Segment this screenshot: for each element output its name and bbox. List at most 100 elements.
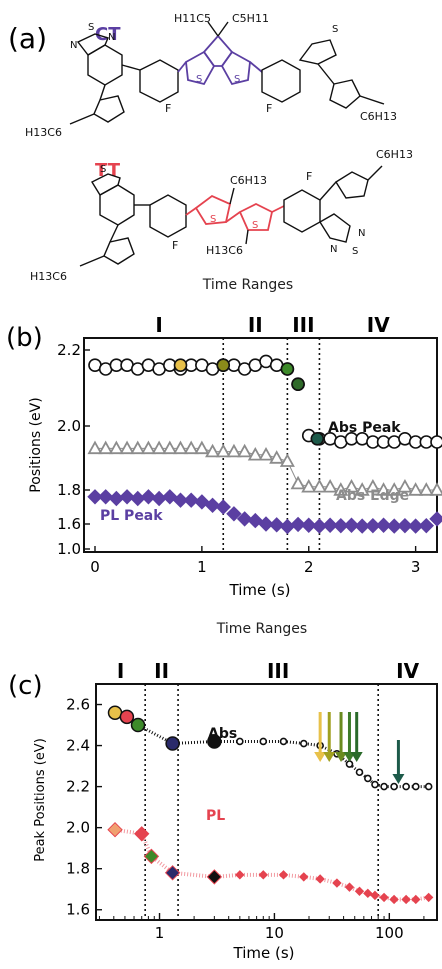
panel-c-xtick-label: 1 — [155, 924, 165, 942]
panel-b-point — [226, 443, 242, 458]
panel-c-trace-line — [114, 711, 429, 789]
panel-b-point — [140, 489, 157, 505]
ct-left-n2: N — [108, 32, 115, 43]
panel-b-point — [290, 475, 306, 490]
panel-b-point — [365, 478, 381, 493]
panel-c-highlight-point — [130, 717, 146, 733]
panel-c-range-label: II — [154, 659, 169, 683]
panel-b-highlight-point — [291, 377, 305, 392]
panel-c-point — [401, 894, 411, 905]
panel-b-point — [365, 517, 381, 534]
panel-b-point — [205, 443, 221, 458]
panel-c-highlight-point — [207, 734, 222, 749]
ct-left-thiophene — [93, 95, 125, 123]
tt-core-hexyl-bottom: H13C6 — [206, 244, 243, 257]
tt-right-hexyl: C6H13 — [376, 148, 413, 161]
panel-c-ytick-label: 2.0 — [66, 819, 90, 837]
panel-b-xtick-label: 2 — [304, 558, 314, 576]
panel-c-point — [424, 782, 433, 791]
panel-c-frame — [95, 683, 438, 921]
panel-c-point — [355, 768, 364, 777]
tt-core-thiophene-1 — [194, 194, 232, 225]
panel-b-range-label: I — [155, 313, 162, 337]
panel-b-point — [194, 440, 210, 455]
panel-b-point — [386, 482, 402, 496]
ct-core-pentyl-right: C5H11 — [232, 12, 269, 25]
tt-left-hexyl: H13C6 — [30, 270, 67, 283]
panel-b-point — [269, 450, 285, 464]
panel-c-trace-line — [114, 827, 429, 902]
tt-left-benzo — [149, 194, 187, 238]
panel-b-point — [140, 440, 156, 455]
panel-c-point — [235, 870, 245, 880]
ct-right-bond — [317, 63, 335, 85]
tt-right-s: S — [352, 246, 358, 257]
panel-b-xtick-label: 0 — [90, 558, 100, 576]
panel-b-point — [215, 443, 231, 458]
ct-left-hexyl: H13C6 — [25, 126, 62, 139]
panel-c-arrows — [314, 712, 405, 784]
panel-c-highlight-point — [134, 826, 150, 842]
panel-c-point — [236, 737, 244, 746]
tt-left-f: F — [172, 239, 178, 252]
panel-c-legend-abs: Abs — [208, 726, 237, 742]
panel-c-highlight-point — [107, 705, 123, 720]
panel-c-point — [402, 782, 410, 791]
tt-left-bt-ring — [99, 184, 135, 226]
panel-c-point — [379, 892, 389, 903]
panel-b-point — [343, 517, 360, 533]
panel-c-point — [364, 774, 372, 783]
panel-c-point — [344, 882, 355, 892]
tt-left-thiophene — [103, 237, 135, 265]
panel-b-point — [290, 516, 306, 533]
panel-c-highlight-point — [164, 865, 181, 881]
panel-b-plot-area — [87, 338, 442, 552]
panel-c-point — [278, 870, 289, 880]
panel-b-point — [429, 482, 442, 496]
panel-b-point — [343, 478, 360, 493]
panel-b-point — [333, 482, 349, 496]
panel-b-point — [119, 440, 135, 455]
tt-core-link-mid — [225, 211, 241, 223]
panel-a: (a) CT S N N H13C6 F — [8, 12, 413, 283]
panel-b-point — [247, 446, 263, 461]
panel-b-point — [183, 492, 199, 508]
panel-b-point — [397, 517, 413, 534]
panel-c: Time Ranges (c) I II III IV 1.61.82.02.22.4… — [8, 621, 438, 962]
panel-c-arrow-head — [392, 774, 405, 784]
panel-c-ytick-label: 1.6 — [66, 901, 90, 919]
panel-b-ytick-label: 2.0 — [57, 417, 81, 435]
panel-c-xtick-label: 100 — [375, 924, 404, 942]
panel-b-x-ticks: 0 1 2 3 — [90, 546, 420, 576]
panel-b-ytick-label: 1.6 — [57, 515, 81, 533]
panel-b-point — [236, 511, 253, 527]
tt-left-thiadiazole — [91, 173, 121, 196]
panel-b-point — [279, 518, 296, 535]
panel-b-xtick-label: 1 — [197, 558, 207, 576]
tt-core-hexyl-top: C6H13 — [230, 174, 267, 187]
panel-b-point — [268, 517, 285, 533]
ct-right-hexyl: C6H13 — [360, 110, 397, 123]
panel-b-point — [87, 489, 103, 505]
panel-b-point — [418, 517, 435, 534]
panel-c-highlight-point — [165, 736, 180, 751]
panel-b-point — [354, 482, 370, 496]
panel-b-point — [418, 482, 434, 496]
tt-left-s: S — [100, 164, 106, 175]
ct-left-chain — [69, 113, 95, 125]
panel-c-ytick-label: 2.4 — [66, 737, 90, 755]
panel-b-series-pl-peak — [87, 489, 442, 535]
ct-core-link-left — [177, 61, 187, 73]
tt-core-link-right — [271, 205, 285, 213]
panel-c-point — [259, 737, 268, 746]
tt-right-n2: N — [358, 228, 365, 239]
panel-b-point — [162, 440, 178, 455]
panel-c-arrow-head — [350, 752, 363, 762]
panel-b-point — [301, 478, 317, 493]
tt-core-hexyl-top-bond — [229, 187, 235, 205]
ct-core-right-thiophene — [220, 50, 251, 86]
panel-b-point — [311, 478, 327, 493]
panel-c-x-ticks: 1 10 100 — [98, 913, 425, 942]
panel-c-point — [299, 872, 309, 882]
panel-b-point — [397, 478, 413, 493]
